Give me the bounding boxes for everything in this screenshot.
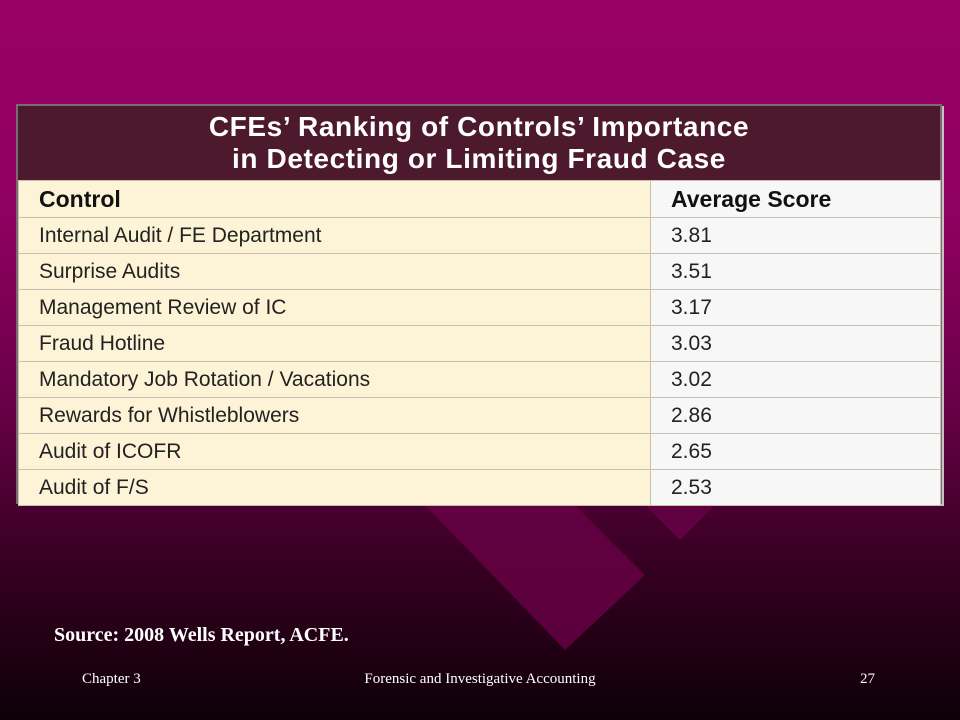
row-control: Internal Audit / FE Department (18, 217, 651, 254)
table-row: Audit of ICOFR 2.65 (18, 433, 941, 470)
table-row: Mandatory Job Rotation / Vacations 3.02 (18, 361, 941, 398)
table-row: Rewards for Whistleblowers 2.86 (18, 397, 941, 434)
header-control: Control (18, 180, 651, 218)
controls-ranking-table: CFEs’ Ranking of Controls’ Importance in… (16, 104, 942, 506)
table-row: Fraud Hotline 3.03 (18, 325, 941, 362)
row-score: 3.02 (650, 361, 941, 398)
row-control: Mandatory Job Rotation / Vacations (18, 361, 651, 398)
table-title-line-2: in Detecting or Limiting Fraud Case (232, 143, 726, 174)
row-score: 3.81 (650, 217, 941, 254)
row-control: Audit of F/S (18, 469, 651, 506)
row-control: Surprise Audits (18, 253, 651, 290)
row-score: 3.03 (650, 325, 941, 362)
decor-chevron-small (640, 500, 720, 540)
row-score: 3.17 (650, 289, 941, 326)
table-header-row: Control Average Score (18, 180, 941, 218)
row-score: 2.86 (650, 397, 941, 434)
table-row: Management Review of IC 3.17 (18, 289, 941, 326)
row-score: 2.65 (650, 433, 941, 470)
table-row: Audit of F/S 2.53 (18, 469, 941, 506)
footer-chapter: Chapter 3 (82, 671, 141, 687)
source-citation: Source: 2008 Wells Report, ACFE. (54, 624, 349, 646)
row-control: Audit of ICOFR (18, 433, 651, 470)
table-row: Surprise Audits 3.51 (18, 253, 941, 290)
table-row: Internal Audit / FE Department 3.81 (18, 217, 941, 254)
row-score: 2.53 (650, 469, 941, 506)
row-control: Rewards for Whistleblowers (18, 397, 651, 434)
row-control: Management Review of IC (18, 289, 651, 326)
footer-page-number: 27 (860, 671, 875, 687)
table-title-line-1: CFEs’ Ranking of Controls’ Importance (208, 111, 750, 142)
footer-title: Forensic and Investigative Accounting (364, 671, 596, 687)
header-average-score: Average Score (650, 180, 941, 218)
table-title: CFEs’ Ranking of Controls’ Importance in… (18, 106, 940, 180)
decor-chevron-large (420, 500, 645, 650)
row-score: 3.51 (650, 253, 941, 290)
controls-table: Control Average Score Internal Audit / F… (18, 180, 941, 506)
row-control: Fraud Hotline (18, 325, 651, 362)
